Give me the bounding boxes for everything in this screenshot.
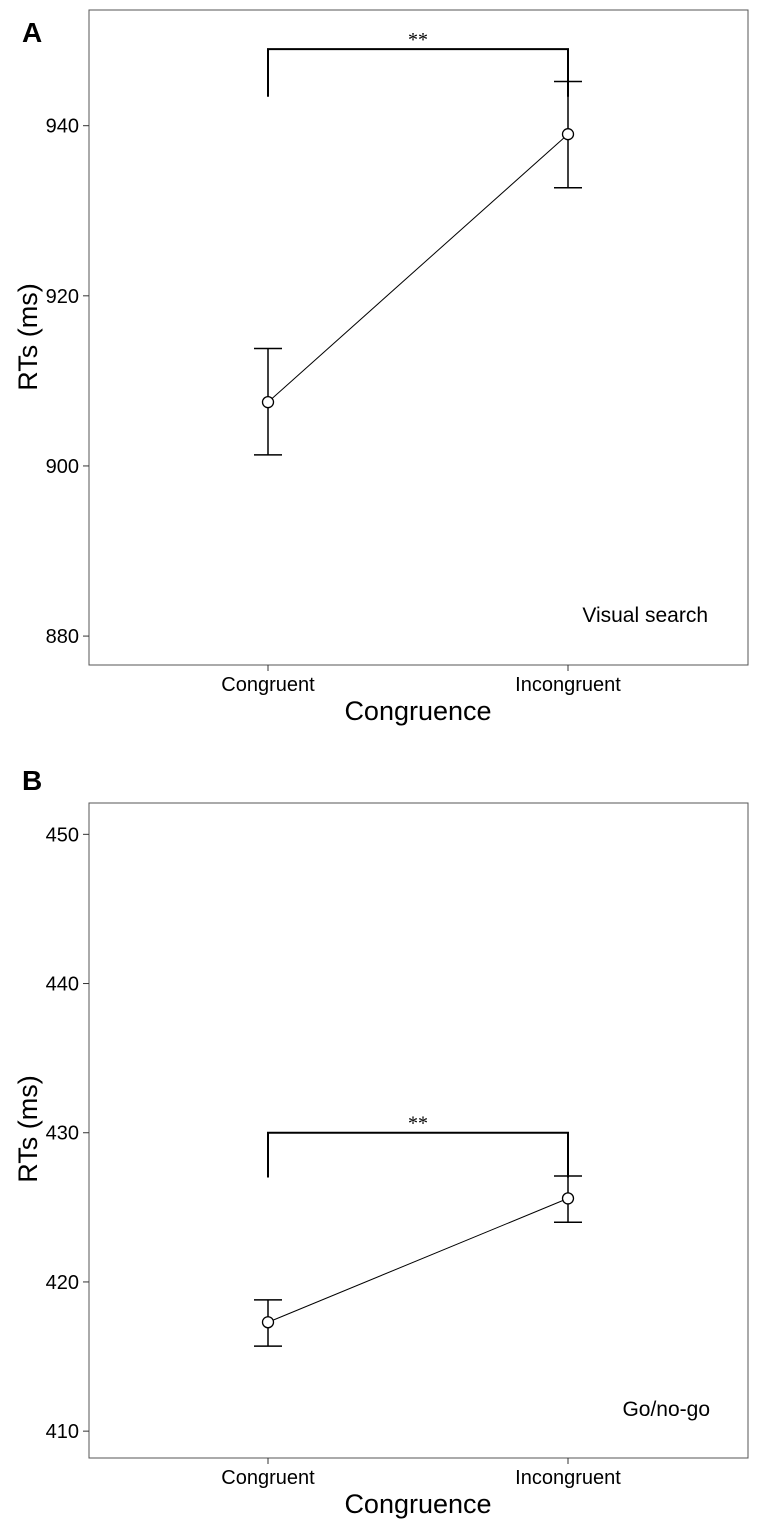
y-tick-label-a-0: 880 (46, 626, 79, 648)
significance-bracket-b (267, 1131, 569, 1178)
y-tick-label-a-3: 940 (46, 116, 79, 138)
y-tick-label-b-3: 440 (46, 974, 79, 996)
significance-label-a: ** (408, 29, 428, 51)
panel-label-b: B (22, 765, 42, 796)
y-tick-label-b-2: 430 (46, 1123, 79, 1145)
y-tick-label-b-0: 410 (46, 1421, 79, 1443)
y-tick-label-a-2: 920 (46, 286, 79, 308)
series-line-a (267, 133, 569, 403)
series-line-b (267, 1197, 569, 1323)
significance-bracket-a (267, 48, 569, 97)
plot-frame-a (88, 9, 749, 666)
panel-b-plot: 410 420 430 440 450 Congruent Incongruent ** (46, 802, 749, 1489)
x-tick-label-a-1: Incongruent (515, 674, 621, 696)
y-axis-title-a: RTs (ms) (13, 283, 43, 391)
plot-frame-b (88, 802, 749, 1459)
annotation-b: Go/no-go (622, 1398, 710, 1421)
panel-label-a: A (22, 17, 42, 48)
data-point-a-0 (261, 395, 275, 409)
annotation-a: Visual search (582, 604, 708, 627)
y-tick-label-b-1: 420 (46, 1272, 79, 1294)
x-tick-label-a-0: Congruent (221, 674, 315, 696)
y-tick-label-b-4: 450 (46, 824, 79, 846)
y-axis-title-b: RTs (ms) (13, 1075, 43, 1183)
x-tick-label-b-0: Congruent (221, 1467, 315, 1489)
panel-a-plot: 880 900 920 940 Congruent Incongruent ** (46, 9, 749, 696)
x-axis-title-b: Congruence (344, 1489, 491, 1519)
data-point-b-1 (561, 1192, 575, 1205)
x-tick-label-b-1: Incongruent (515, 1467, 621, 1489)
data-point-b-0 (261, 1316, 275, 1329)
significance-label-b: ** (408, 1113, 428, 1135)
y-tick-label-a-1: 900 (46, 456, 79, 478)
data-point-a-1 (561, 128, 575, 141)
x-axis-title-a: Congruence (344, 696, 491, 726)
